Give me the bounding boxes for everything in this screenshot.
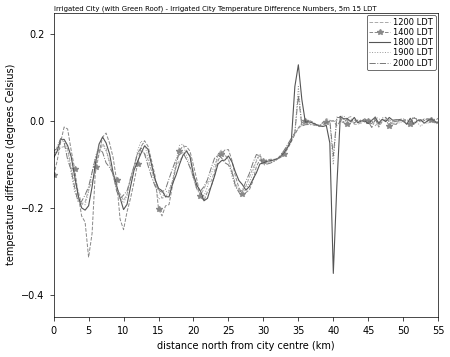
1400 LDT: [373, 116, 378, 120]
1900 LDT: [152, 182, 158, 186]
2000 LDT: [436, 120, 441, 124]
1800 LDT: [51, 156, 56, 160]
Line: 1200 LDT: 1200 LDT: [54, 116, 438, 204]
1400 LDT: [51, 173, 56, 177]
1900 LDT: [278, 154, 284, 158]
2000 LDT: [428, 117, 434, 121]
1200 LDT: [142, 151, 147, 155]
1400 LDT: [198, 194, 203, 198]
2000 LDT: [296, 93, 301, 97]
1900 LDT: [296, 84, 301, 89]
1800 LDT: [436, 121, 441, 125]
1200 LDT: [152, 176, 158, 181]
1900 LDT: [82, 203, 88, 207]
1200 LDT: [233, 182, 238, 186]
1400 LDT: [428, 118, 434, 122]
1200 LDT: [198, 193, 203, 198]
X-axis label: distance north from city centre (km): distance north from city centre (km): [157, 341, 335, 351]
1800 LDT: [428, 117, 434, 121]
1900 LDT: [198, 193, 203, 197]
1400 LDT: [86, 255, 91, 260]
1200 LDT: [348, 114, 354, 119]
1200 LDT: [79, 202, 84, 206]
1400 LDT: [436, 116, 441, 120]
1800 LDT: [149, 162, 154, 167]
2000 LDT: [198, 189, 203, 193]
1800 LDT: [229, 160, 234, 164]
Line: 1900 LDT: 1900 LDT: [54, 86, 438, 205]
2000 LDT: [142, 152, 147, 156]
1900 LDT: [436, 122, 441, 127]
1800 LDT: [138, 151, 144, 156]
1900 LDT: [142, 142, 147, 146]
Legend: 1200 LDT, 1400 LDT, 1800 LDT, 1900 LDT, 2000 LDT: 1200 LDT, 1400 LDT, 1800 LDT, 1900 LDT, …: [367, 15, 436, 70]
1400 LDT: [278, 155, 284, 160]
1800 LDT: [194, 183, 200, 187]
Line: 2000 LDT: 2000 LDT: [54, 95, 438, 202]
Line: 1800 LDT: 1800 LDT: [54, 65, 438, 273]
1200 LDT: [428, 119, 434, 123]
2000 LDT: [278, 153, 284, 157]
1900 LDT: [233, 185, 238, 190]
1400 LDT: [142, 139, 147, 143]
1400 LDT: [152, 174, 158, 178]
1200 LDT: [51, 150, 56, 155]
1800 LDT: [274, 157, 280, 161]
1800 LDT: [296, 62, 301, 67]
Y-axis label: temperature difference (degrees Celsius): temperature difference (degrees Celsius): [5, 64, 16, 266]
1200 LDT: [278, 154, 284, 158]
1800 LDT: [331, 271, 336, 276]
1200 LDT: [436, 121, 441, 125]
Line: 1400 LDT: 1400 LDT: [51, 115, 441, 260]
Text: Irrigated City (with Green Roof) - Irrigated City Temperature Difference Numbers: Irrigated City (with Green Roof) - Irrig…: [54, 6, 376, 12]
2000 LDT: [152, 184, 158, 188]
2000 LDT: [76, 200, 81, 204]
1400 LDT: [233, 174, 238, 178]
2000 LDT: [51, 149, 56, 153]
1900 LDT: [428, 115, 434, 119]
1900 LDT: [51, 153, 56, 157]
2000 LDT: [233, 184, 238, 188]
